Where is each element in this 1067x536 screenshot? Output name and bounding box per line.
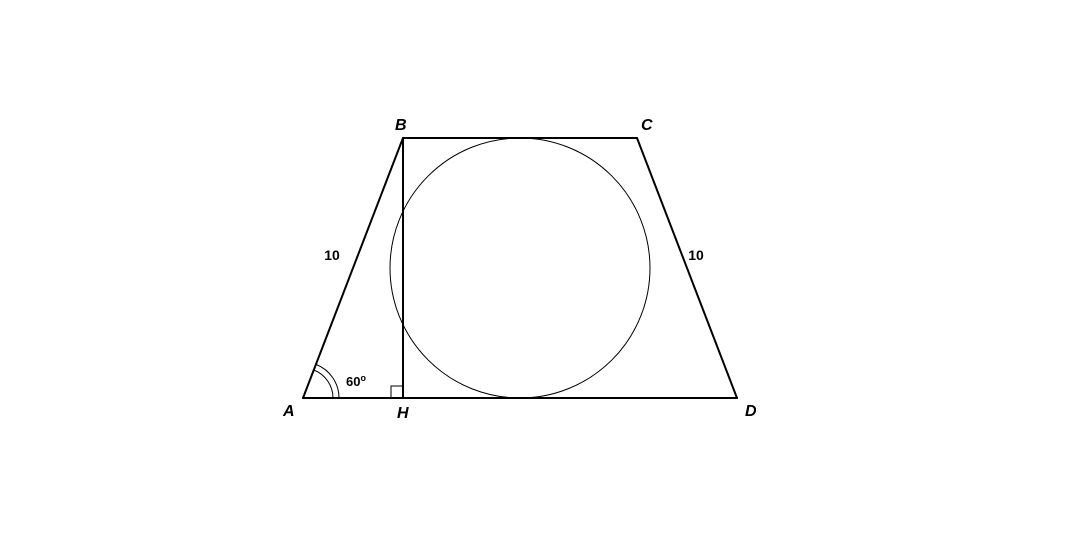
diagram-layer: 60o1010ABCDH bbox=[0, 0, 1067, 536]
canvas-bg bbox=[0, 0, 1067, 536]
side-label-0: 10 bbox=[324, 247, 340, 263]
geometry-diagram: 60o1010ABCDH bbox=[0, 0, 1067, 536]
point-label-H: H bbox=[397, 405, 409, 422]
point-label-B: B bbox=[395, 117, 407, 134]
side-label-1: 10 bbox=[688, 247, 704, 263]
point-label-D: D bbox=[745, 403, 757, 420]
point-label-A: A bbox=[282, 403, 295, 420]
point-label-C: C bbox=[641, 117, 653, 134]
